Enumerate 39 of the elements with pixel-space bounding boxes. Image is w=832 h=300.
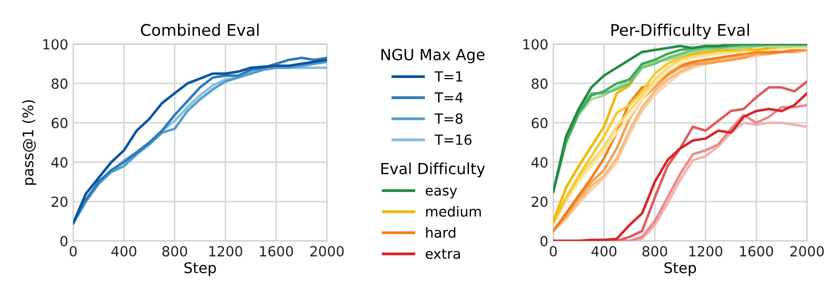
x-tick-label: 400	[111, 246, 136, 257]
legend-label: T=1	[434, 71, 462, 82]
y-tick-label: 0	[60, 236, 68, 246]
x-tick-label: 800	[162, 246, 188, 257]
x-tick-label: 0	[550, 246, 557, 257]
y-axis-title: pass@1 (%)	[22, 100, 36, 185]
y-tick-label: 20	[52, 196, 68, 208]
y-tick-label: 60	[52, 118, 68, 128]
y-tick-label: 80	[532, 78, 548, 89]
legend-label: T=8	[434, 113, 463, 124]
y-tick-label: 80	[52, 78, 68, 89]
legend-label: easy	[426, 188, 458, 198]
legend-title: Eval Difficulty	[381, 162, 485, 178]
chart-title: Combined Eval	[140, 24, 259, 36]
x-tick-label: 1200	[209, 246, 242, 257]
legend-label: T=4	[434, 92, 463, 103]
y-tick-label: 100	[43, 39, 68, 50]
x-tick-label: 1200	[689, 246, 722, 257]
legend-title: NGU Max Age	[381, 48, 484, 64]
chart-title: Per-Difficulty Eval	[611, 24, 749, 40]
x-axis-title: Step	[184, 262, 216, 276]
x-tick-label: 1600	[740, 246, 774, 257]
x-axis-title: Step	[664, 262, 696, 276]
x-tick-label: 400	[591, 246, 616, 257]
x-tick-label: 2000	[310, 246, 344, 257]
legend-label: hard	[426, 227, 456, 238]
y-tick-label: 60	[532, 118, 548, 128]
y-tick-label: 20	[532, 196, 548, 208]
legend-label: medium	[426, 206, 481, 217]
y-tick-label: 40	[531, 157, 548, 168]
x-tick-label: 1600	[260, 246, 293, 257]
y-tick-label: 0	[540, 236, 548, 246]
x-tick-label: 0	[70, 246, 77, 257]
legend-label: T=16	[434, 134, 472, 145]
y-tick-label: 40	[51, 157, 68, 168]
legend-label: extra	[426, 248, 460, 259]
x-tick-label: 800	[642, 246, 668, 257]
x-tick-label: 2000	[790, 246, 824, 257]
y-tick-label: 100	[523, 39, 548, 50]
